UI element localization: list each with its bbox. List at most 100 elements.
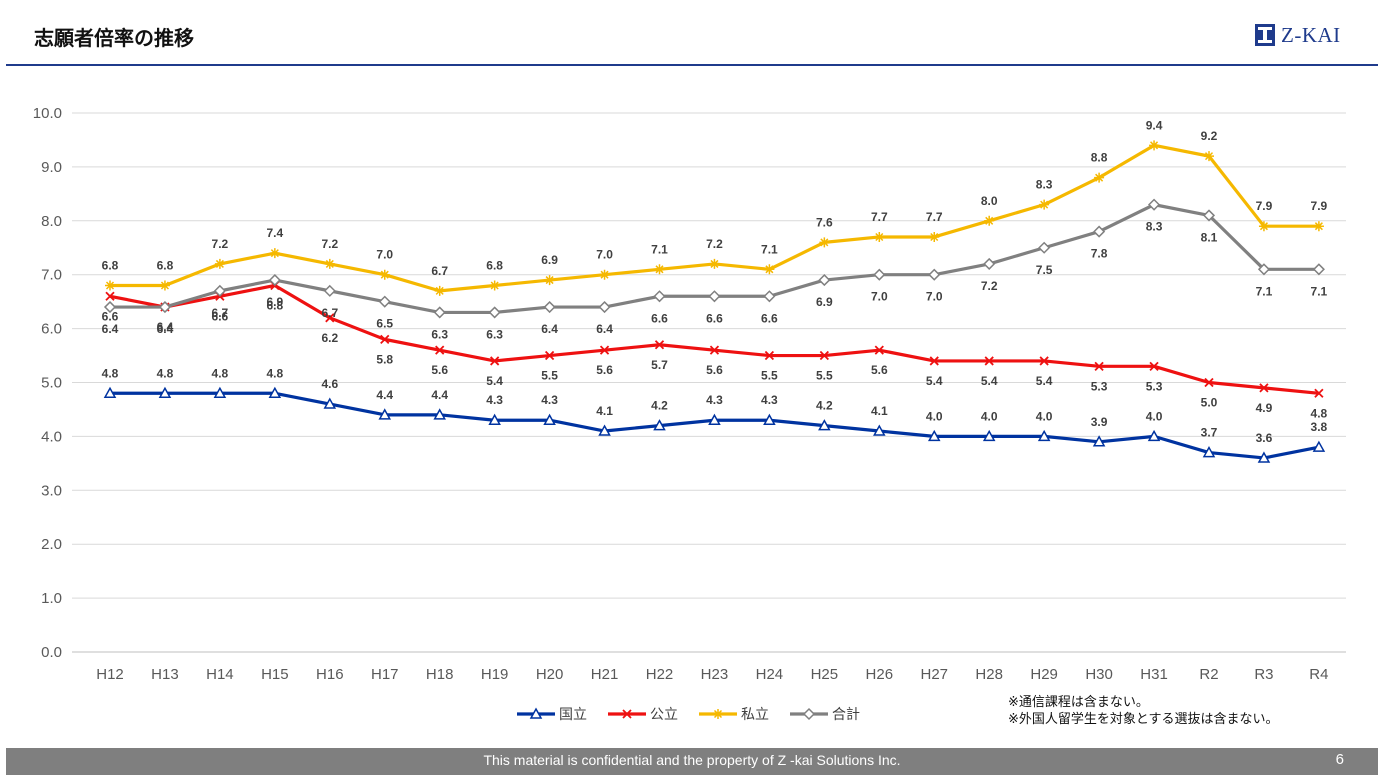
data-point: [379, 269, 390, 280]
data-point: [380, 334, 390, 345]
data-point: [323, 397, 337, 409]
data-point: [763, 413, 776, 425]
legend-label: 合計: [832, 707, 860, 723]
data-label: 7.0: [596, 248, 613, 262]
data-label: 6.7: [431, 264, 448, 278]
x-tick-label: H30: [1085, 666, 1113, 683]
data-point: [543, 300, 556, 314]
data-point: [819, 237, 830, 248]
data-label: 7.1: [1311, 284, 1328, 298]
data-label: 6.6: [651, 311, 668, 325]
x-tick-label: H26: [866, 666, 894, 683]
data-point: [818, 419, 831, 431]
logo-text: Z-KAI: [1281, 22, 1341, 47]
data-label: 5.3: [1091, 379, 1108, 393]
data-point: [1092, 435, 1106, 447]
page-title: 志願者倍率の推移: [34, 26, 194, 50]
data-label: 5.6: [871, 363, 888, 377]
data-point: [434, 285, 445, 296]
y-tick-label: 5.0: [41, 375, 62, 392]
x-tick-label: H21: [591, 666, 619, 683]
data-point: [1204, 151, 1214, 162]
y-tick-label: 8.0: [41, 213, 62, 230]
data-label: 7.6: [816, 215, 833, 229]
data-label: 4.0: [1146, 409, 1163, 423]
data-point: [654, 264, 665, 275]
data-point: [1094, 361, 1104, 371]
data-point: [158, 300, 172, 314]
data-point: [764, 350, 775, 361]
data-point: [1312, 263, 1325, 276]
legend-marker: [529, 707, 543, 719]
data-label: 6.4: [157, 320, 174, 334]
legend-label: 国立: [559, 707, 587, 723]
data-point: [764, 264, 775, 275]
x-tick-label: H28: [975, 666, 1003, 683]
data-label: 7.1: [761, 242, 778, 256]
data-label: 7.1: [651, 242, 668, 256]
data-label: 6.8: [267, 298, 284, 312]
header-divider: [6, 64, 1378, 66]
x-tick-label: H25: [811, 666, 839, 683]
z-kai-logo: Z-KAI: [1255, 22, 1341, 48]
data-point: [1039, 356, 1049, 366]
data-point: [1202, 446, 1216, 458]
data-point: [927, 429, 941, 442]
data-label: 7.7: [926, 210, 943, 224]
data-label: 6.6: [102, 309, 119, 323]
data-label: 6.2: [321, 331, 338, 345]
data-point: [819, 350, 829, 361]
data-point: [709, 345, 720, 355]
data-label: 7.5: [1036, 263, 1053, 277]
data-point: [984, 215, 995, 226]
data-label: 7.4: [267, 226, 284, 240]
data-point: [543, 413, 556, 425]
data-point: [105, 280, 115, 291]
data-label: 9.2: [1201, 129, 1218, 143]
data-point: [433, 408, 446, 420]
x-tick-label: H29: [1030, 666, 1058, 683]
data-label: 5.6: [706, 363, 723, 377]
data-label: 6.6: [761, 311, 778, 325]
data-label: 6.6: [212, 309, 229, 323]
x-tick-label: R2: [1199, 666, 1218, 683]
data-point: [654, 340, 665, 350]
data-label: 4.8: [1311, 406, 1328, 420]
data-label: 3.8: [1311, 420, 1328, 434]
x-tick-label: H27: [920, 666, 948, 683]
data-label: 7.2: [321, 237, 338, 251]
data-label: 4.8: [267, 366, 284, 380]
data-label: 6.7: [321, 306, 338, 320]
data-point: [1314, 388, 1324, 398]
data-point: [1258, 221, 1269, 232]
data-point: [598, 300, 611, 314]
data-point: [544, 350, 555, 361]
data-label: 5.4: [486, 374, 503, 388]
y-tick-label: 3.0: [41, 482, 62, 499]
data-point: [213, 284, 226, 297]
data-label: 5.5: [761, 369, 778, 383]
data-point: [1202, 209, 1216, 222]
data-point: [1094, 172, 1105, 183]
data-point: [873, 268, 886, 281]
data-point: [1259, 383, 1269, 393]
data-point: [1149, 361, 1159, 371]
data-point: [325, 313, 335, 323]
data-label: 8.1: [1201, 230, 1218, 244]
x-tick-label: H12: [96, 666, 124, 683]
legend-marker: [713, 709, 723, 719]
data-point: [708, 290, 721, 303]
data-label: 7.8: [1091, 247, 1108, 261]
data-point: [708, 413, 721, 425]
x-tick-label: H17: [371, 666, 399, 683]
legend-marker: [802, 707, 816, 721]
data-label: 7.2: [981, 279, 998, 293]
data-point: [1312, 440, 1326, 452]
data-label: 6.8: [102, 258, 119, 272]
data-point: [103, 300, 117, 314]
data-label: 4.8: [157, 366, 174, 380]
x-tick-label: H14: [206, 666, 234, 683]
data-point: [103, 386, 117, 399]
data-point: [983, 257, 996, 270]
